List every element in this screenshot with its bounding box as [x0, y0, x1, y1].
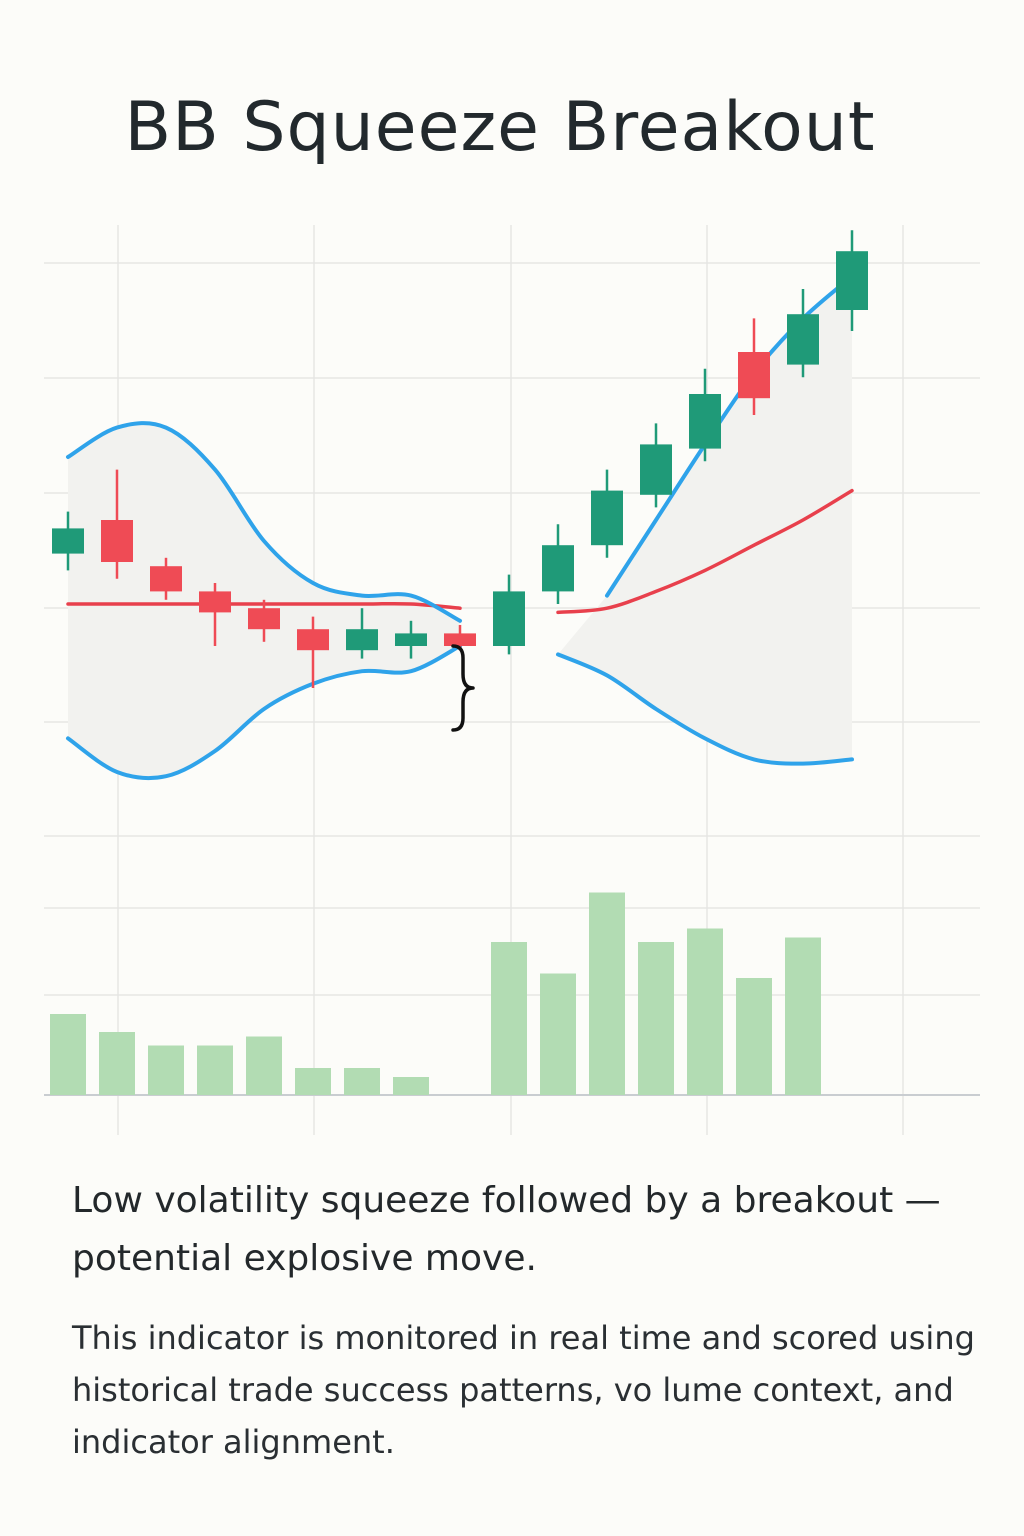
- volume-bar: [491, 942, 527, 1095]
- candle-up: [493, 574, 525, 655]
- candle-up: [395, 620, 427, 659]
- candle-down: [297, 616, 329, 688]
- candle-body: [640, 444, 672, 495]
- volume-bar: [50, 1014, 86, 1095]
- candle-body: [150, 566, 182, 592]
- candlesticks: [52, 230, 868, 688]
- candle-down: [199, 583, 231, 646]
- candle-up: [787, 289, 819, 378]
- candle-down: [248, 599, 280, 642]
- volume-bar: [295, 1068, 331, 1095]
- volume-bar: [540, 973, 576, 1095]
- volume-bar: [589, 892, 625, 1095]
- candle-body: [493, 591, 525, 646]
- candle-body: [395, 633, 427, 646]
- volume-bar: [638, 942, 674, 1095]
- description-text: This indicator is monitored in real time…: [72, 1319, 975, 1461]
- candle-down: [150, 557, 182, 600]
- candle-body: [836, 251, 868, 310]
- candle-body: [542, 545, 574, 592]
- volume-bars: [50, 892, 821, 1095]
- candle-body: [248, 608, 280, 630]
- lower-band-line: [556, 652, 854, 766]
- candle-up: [542, 524, 574, 604]
- volume-bar: [197, 1045, 233, 1095]
- middle-band-line: [556, 488, 854, 615]
- candle-body: [101, 520, 133, 562]
- page-title: BB Squeeze Breakout: [124, 88, 876, 167]
- annotations: [451, 644, 475, 732]
- squeeze-brace-annotation: [451, 644, 475, 732]
- candle-down: [738, 318, 770, 415]
- volume-bar: [148, 1045, 184, 1095]
- headline-text: Low volatility squeeze followed by a bre…: [72, 1180, 941, 1279]
- candle-up: [591, 469, 623, 558]
- candle-body: [297, 629, 329, 651]
- candle-down: [101, 469, 133, 579]
- volume-bar: [393, 1077, 429, 1095]
- candle-down: [444, 625, 476, 651]
- candle-body: [52, 528, 84, 554]
- candle-up: [346, 608, 378, 659]
- volume-bar: [687, 928, 723, 1095]
- volume-bar: [246, 1036, 282, 1095]
- candle-body: [689, 394, 721, 449]
- lower-band-line: [66, 644, 462, 781]
- candle-body: [591, 490, 623, 546]
- candle-up: [836, 230, 868, 331]
- candle-up: [689, 368, 721, 462]
- volume-bar: [785, 937, 821, 1095]
- candle-body: [444, 633, 476, 646]
- band-fill: [68, 276, 852, 779]
- candle-body: [346, 629, 378, 651]
- candle-body: [199, 591, 231, 613]
- candle-up: [640, 423, 672, 508]
- volume-bar: [736, 978, 772, 1095]
- volume-bar: [344, 1068, 380, 1095]
- candle-up: [52, 511, 84, 571]
- band-fill-area: [558, 276, 852, 764]
- candle-body: [738, 352, 770, 399]
- upper-band-line: [66, 421, 462, 623]
- volume-bar: [99, 1032, 135, 1095]
- candle-body: [787, 314, 819, 365]
